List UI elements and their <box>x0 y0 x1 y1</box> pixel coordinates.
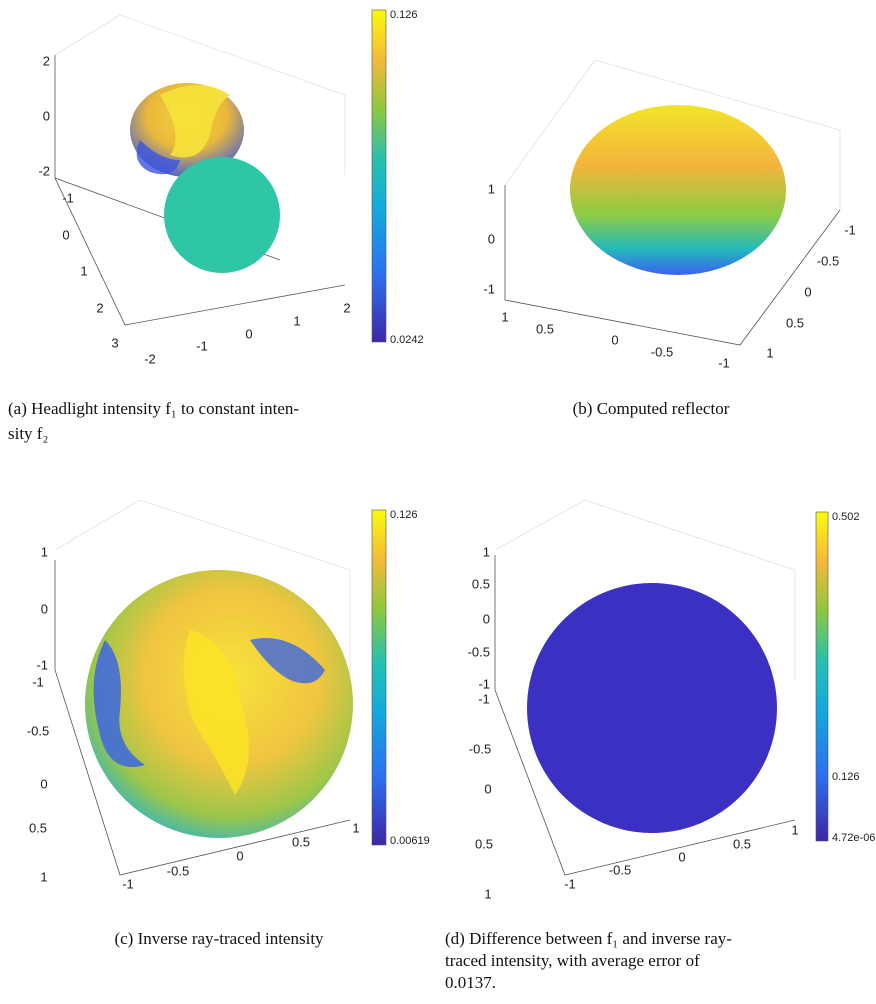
z-tick-label: 0 <box>488 231 495 246</box>
y-tick-label: 0 <box>62 227 69 242</box>
z-tick-label: 1 <box>488 181 495 196</box>
y-tick-label: 2 <box>96 300 103 315</box>
x-tick-label: 1 <box>766 345 773 360</box>
y-tick-label: -1 <box>32 674 44 689</box>
y-tick-label: 1 <box>484 886 491 901</box>
x-tick-label: -1 <box>196 338 208 353</box>
z-tick-label: 2 <box>43 53 50 68</box>
y-tick-label: 0 <box>40 776 47 791</box>
z-tick-label: -1 <box>478 676 490 691</box>
plot-art <box>54 9 841 876</box>
z-tick-label: -1 <box>483 281 495 296</box>
x-tick-label: 1 <box>352 820 359 835</box>
x-tick-label: 0 <box>678 849 685 864</box>
caption: 0.0137. <box>445 973 496 992</box>
x-tick-label: 0 <box>236 848 243 863</box>
y-tick-label: 1 <box>80 263 87 278</box>
x-tick-label: -0.5 <box>609 862 631 877</box>
caption: (b) Computed reflector <box>573 399 730 418</box>
y-tick-label: 0.5 <box>536 321 554 336</box>
colorbar-label: 0.00619 <box>390 835 430 847</box>
x-tick-label: -2 <box>144 351 156 366</box>
x-tick-label: 0 <box>245 326 252 341</box>
z-tick-label: -0.5 <box>468 644 490 659</box>
y-tick-label: -0.5 <box>27 723 49 738</box>
z-tick-label: 1 <box>483 544 490 559</box>
caption: traced intensity, with average error of <box>445 951 700 970</box>
caption: sity f₂ <box>8 424 48 443</box>
colorbar-label: 0.0242 <box>390 334 424 346</box>
z-tick-label: 0 <box>483 611 490 626</box>
x-tick-label: 0 <box>804 284 811 299</box>
y-tick-label: 0 <box>611 332 618 347</box>
colorbar-label: 0.126 <box>832 771 860 783</box>
x-tick-label: -1 <box>564 876 576 891</box>
caption: (a) Headlight intensity f₁ to constant i… <box>8 399 299 418</box>
x-tick-label: 0.5 <box>292 834 310 849</box>
x-tick-label: 0.5 <box>786 315 804 330</box>
y-tick-label: -1 <box>478 691 490 706</box>
caption: (c) Inverse ray-traced intensity <box>114 929 324 948</box>
z-tick-label: 0.5 <box>472 576 490 591</box>
colorbar-label: 0.126 <box>390 509 418 521</box>
x-tick-label: 0.5 <box>733 836 751 851</box>
y-tick-label: -0.5 <box>651 344 673 359</box>
y-tick-label: 1 <box>501 309 508 324</box>
z-tick-label: -2 <box>38 163 50 178</box>
x-tick-label: -1 <box>122 876 134 891</box>
x-tick-label: 2 <box>343 300 350 315</box>
y-tick-label: 0.5 <box>475 836 493 851</box>
y-tick-label: 1 <box>40 869 47 884</box>
y-tick-label: -1 <box>718 355 730 370</box>
x-tick-label: -0.5 <box>167 863 189 878</box>
colorbar-label: 4.72e-06 <box>832 832 875 844</box>
y-tick-label: 0 <box>484 781 491 796</box>
x-tick-label: -0.5 <box>817 253 839 268</box>
colorbar-label: 0.502 <box>832 511 860 523</box>
caption: (d) Difference between f₁ and inverse ra… <box>445 929 732 948</box>
x-tick-label: -1 <box>844 222 856 237</box>
z-tick-label: -1 <box>36 657 48 672</box>
x-tick-label: 1 <box>791 822 798 837</box>
y-tick-label: -0.5 <box>469 741 491 756</box>
z-tick-label: 0 <box>43 108 50 123</box>
z-tick-label: 0 <box>41 601 48 616</box>
y-tick-label: 0.5 <box>29 820 47 835</box>
y-tick-label: 3 <box>111 335 118 350</box>
x-tick-label: 1 <box>293 313 300 328</box>
z-tick-label: 1 <box>41 544 48 559</box>
y-tick-label: -1 <box>62 190 74 205</box>
colorbar-label: 0.126 <box>390 9 418 21</box>
